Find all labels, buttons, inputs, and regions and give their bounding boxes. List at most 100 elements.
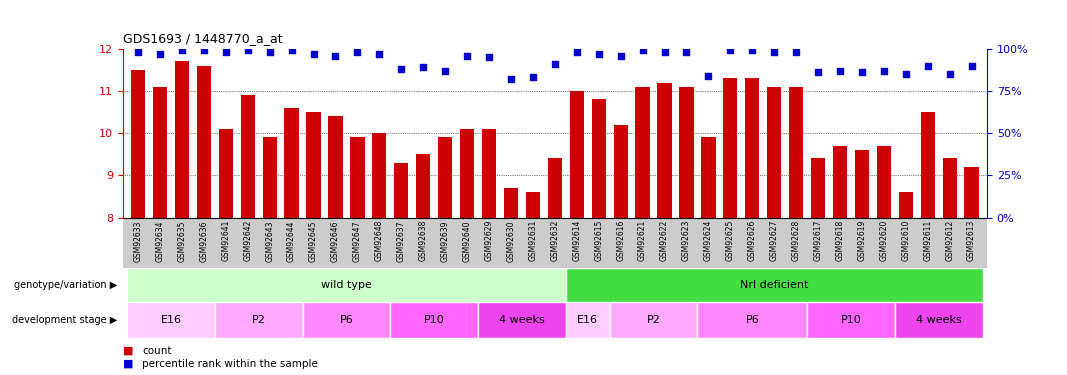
Text: GSM92626: GSM92626 [748,220,757,261]
Point [503,76,520,82]
Point [941,71,958,77]
Bar [303,302,391,338]
Bar [306,112,321,218]
Bar [262,137,276,218]
Text: P6: P6 [339,315,353,325]
Text: genotype/variation ▶: genotype/variation ▶ [14,280,117,290]
Point [744,47,761,53]
Text: GSM92623: GSM92623 [682,220,691,261]
Point [721,47,738,53]
Text: GSM92632: GSM92632 [551,220,559,261]
Text: GSM92645: GSM92645 [309,220,318,261]
Text: GSM92611: GSM92611 [923,220,933,261]
Bar [547,158,562,218]
Bar [701,137,716,218]
Bar [657,82,671,218]
Point [766,49,783,55]
Bar [811,158,825,218]
Bar [807,302,895,338]
Text: P10: P10 [424,315,445,325]
Bar [460,129,474,218]
Bar [566,268,983,302]
Bar [196,66,211,218]
Text: P2: P2 [252,315,266,325]
Text: GSM92640: GSM92640 [463,220,472,261]
Bar [131,70,145,217]
Text: P6: P6 [746,315,759,325]
Text: count: count [142,346,172,355]
Bar [127,268,566,302]
Text: GSM92617: GSM92617 [813,220,823,261]
Text: GSM92624: GSM92624 [704,220,713,261]
Text: development stage ▶: development stage ▶ [12,315,117,325]
Point [875,68,892,74]
Text: ■: ■ [123,359,133,369]
Point [897,71,914,77]
Point [787,49,805,55]
Point [436,68,453,74]
Point [831,68,848,74]
Bar [219,129,233,218]
Text: P2: P2 [647,315,660,325]
Point [656,49,673,55]
Point [524,74,541,81]
Text: GSM92646: GSM92646 [331,220,340,261]
Point [700,73,717,79]
Bar [789,87,803,218]
Bar [965,167,978,218]
Text: GSM92633: GSM92633 [133,220,143,261]
Text: Nrl deficient: Nrl deficient [740,280,809,290]
Text: 4 weeks: 4 weeks [499,315,545,325]
Text: GSM92625: GSM92625 [726,220,735,261]
Bar [745,78,760,218]
Point [810,69,827,75]
Bar [241,95,255,218]
Point [349,49,366,55]
Bar [526,192,540,217]
Point [964,63,981,69]
Text: GSM92643: GSM92643 [266,220,274,261]
Bar [855,150,869,217]
Bar [153,87,168,218]
Text: E16: E16 [577,315,599,325]
Text: GSM92613: GSM92613 [967,220,976,261]
Text: GSM92614: GSM92614 [572,220,582,261]
Text: GSM92636: GSM92636 [200,220,208,261]
Bar [504,188,519,218]
Bar [214,302,303,338]
Bar [614,125,627,217]
Point [129,49,146,55]
Point [612,53,630,58]
Bar [570,91,584,218]
Text: GSM92639: GSM92639 [441,220,449,261]
Text: P10: P10 [841,315,861,325]
Point [283,47,300,53]
Bar [566,302,609,338]
Text: GSM92637: GSM92637 [397,220,405,261]
Text: GSM92615: GSM92615 [594,220,603,261]
Point [546,61,563,67]
Point [218,49,235,55]
Text: GSM92622: GSM92622 [660,220,669,261]
Text: GSM92616: GSM92616 [616,220,625,261]
Text: GSM92628: GSM92628 [792,220,800,261]
Text: ■: ■ [123,346,133,355]
Point [393,66,410,72]
Point [590,51,607,57]
Text: GSM92629: GSM92629 [484,220,494,261]
Point [195,47,212,53]
Text: GSM92620: GSM92620 [879,220,889,261]
Point [634,47,651,53]
Bar [285,108,299,218]
Text: GSM92621: GSM92621 [638,220,647,261]
Point [174,47,191,53]
Text: GSM92634: GSM92634 [156,220,164,261]
Bar [391,302,478,338]
Text: 4 weeks: 4 weeks [915,315,961,325]
Text: GSM92627: GSM92627 [769,220,779,261]
Bar [767,87,781,218]
Text: GSM92647: GSM92647 [353,220,362,261]
Point [239,47,256,53]
Point [919,63,936,69]
Text: GSM92610: GSM92610 [902,220,910,261]
